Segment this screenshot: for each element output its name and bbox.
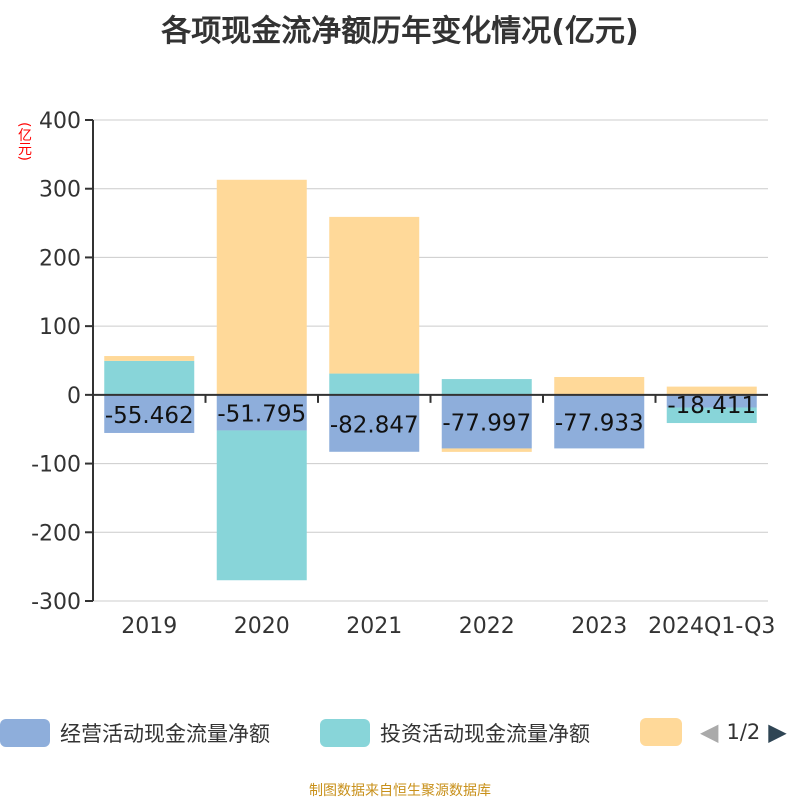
legend-label: 投资活动现金流量净额	[380, 722, 590, 746]
y-tick-label: -200	[31, 521, 81, 546]
data-label: -51.795	[217, 402, 306, 428]
bar-segment	[554, 376, 645, 395]
y-tick-label: -100	[31, 453, 81, 478]
y-tick-label: -300	[31, 590, 81, 615]
legend-swatch	[0, 719, 50, 747]
y-tick-label: 0	[67, 384, 81, 409]
x-tick-label: 2023	[571, 614, 627, 639]
data-label: -18.411	[667, 393, 756, 419]
bar-segment	[666, 394, 757, 408]
bar-segment	[441, 394, 532, 449]
bar-segment	[666, 407, 757, 424]
legend-item-investing[interactable]: 投资活动现金流量净额	[320, 718, 590, 748]
bar-segment	[104, 394, 195, 433]
y-tick-label: 200	[39, 246, 81, 271]
bar-segment	[104, 360, 195, 395]
y-tick-label: 300	[39, 178, 81, 203]
bar-segment	[329, 216, 420, 374]
prev-page-icon[interactable]: ◀	[700, 718, 719, 746]
y-tick-label: 100	[39, 315, 81, 340]
data-label: -82.847	[330, 412, 419, 438]
bar-segment	[441, 379, 532, 395]
bar-segment	[216, 394, 307, 431]
y-tick-label: 400	[39, 109, 81, 134]
data-label: -55.462	[105, 403, 194, 429]
bar-segment	[216, 430, 307, 581]
x-tick-label: 2021	[346, 614, 402, 639]
bar-segment	[329, 373, 420, 395]
bar-segment	[104, 356, 195, 361]
legend-label: 经营活动现金流量净额	[60, 722, 270, 746]
x-tick-label: 2024Q1-Q3	[648, 614, 775, 639]
legend-swatch	[640, 718, 682, 746]
legend-page-indicator: 1/2	[726, 720, 761, 744]
next-page-icon[interactable]: ▶	[768, 718, 787, 746]
legend-item-financing[interactable]	[640, 718, 692, 746]
bar-segment	[666, 386, 757, 395]
bar-segment	[554, 394, 645, 449]
bar-segment	[441, 448, 532, 452]
chart-title: 各项现金流净额历年变化情况(亿元)	[161, 14, 639, 49]
stacked-bar-chart: -300 -200 -100 0 100 200 300 400 2019 2020 2021 202…	[31, 109, 775, 639]
legend-item-operating[interactable]: 经营活动现金流量净额	[0, 718, 270, 748]
x-tick-label: 2019	[121, 614, 177, 639]
x-tick-label: 2022	[459, 614, 515, 639]
legend-swatch	[320, 719, 370, 747]
legend-pager: ◀ 1/2 ▶	[700, 718, 787, 746]
data-label: -77.933	[555, 411, 644, 437]
bar-segment	[216, 179, 307, 395]
bar-segment	[329, 394, 420, 452]
y-axis-unit: (亿元)	[16, 122, 32, 161]
x-tick-label: 2020	[234, 614, 290, 639]
data-source: 制图数据来自恒生聚源数据库	[309, 783, 491, 799]
data-label: -77.997	[442, 411, 531, 437]
